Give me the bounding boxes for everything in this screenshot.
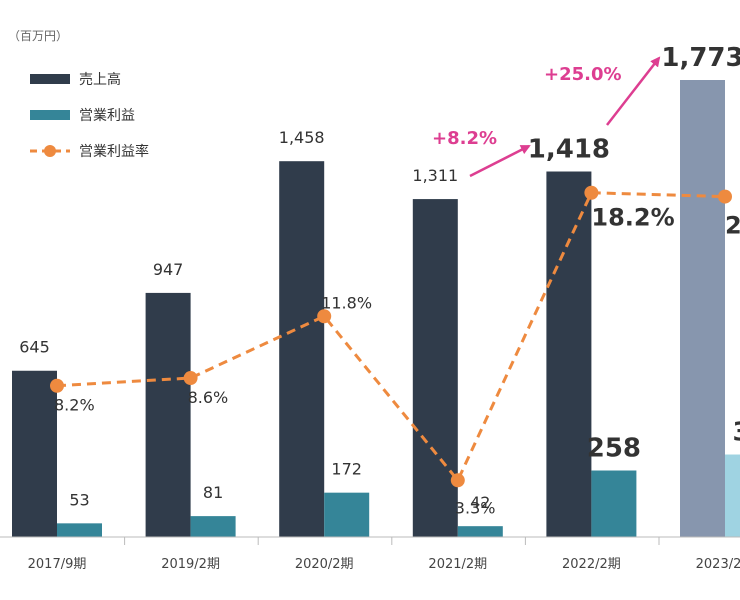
sales-value-label: 947 [153,260,184,279]
sales-bar [680,80,725,537]
margin-value-label: 8.6% [188,388,229,407]
legend-label-margin: 営業利益率 [79,143,149,160]
sales-bar [145,292,191,537]
operating-profit-bar [57,523,102,537]
unit-label: （百万円） [8,29,68,43]
legend: 売上高 営業利益 営業利益率 [30,71,149,160]
operating-profit-value-label: 53 [69,490,89,509]
sales-value-label: 1,311 [412,166,458,185]
margin-value-label: 3.3% [455,498,496,517]
margin-point [317,309,332,324]
growth-arrow-2022 [469,144,531,178]
margin-value-label: 18.2% [591,204,674,232]
operating-profit-bar [457,526,503,537]
margin-value-label: 8.2% [54,396,95,415]
labels-layer: 645 53 947 81 1,458 172 1,311 42 1,418 258 1,773 3 8… [19,43,740,517]
margin-line [56,191,726,484]
operating-profit-value-label: 42 [470,493,490,512]
growth-arrow-2023 [606,56,661,126]
operating-profit-value-label: 258 [587,433,641,463]
x-tick-label: 2023/2期 [696,557,740,572]
operating-profit-value-label: 172 [331,460,362,479]
legend-swatch-sales [30,74,70,84]
margin-point [584,185,599,200]
sales-value-label: 645 [19,338,50,357]
legend-swatch-operating-profit [30,110,70,120]
sales-value-label: 1,418 [528,135,610,165]
legend-label-sales: 売上高 [79,71,121,88]
x-tick-label: 2020/2期 [295,557,354,572]
x-axis-ticks: 2017/9期 2019/2期 2020/2期 2021/2期 2022/2期 2023/… [28,537,740,572]
sales-bar [12,370,57,537]
x-tick-label: 2019/2期 [161,557,220,572]
legend-marker-margin [44,145,56,157]
sales-value-label: 1,458 [279,128,325,147]
operating-profit-bar [725,454,740,537]
operating-profit-bar [190,516,236,537]
margin-point [450,473,465,488]
x-tick-label: 2022/2期 [562,557,621,572]
x-tick-label: 2017/9期 [28,557,87,572]
sales-bar [546,171,592,537]
operating-profit-value-label: 3 [732,418,740,448]
bars-layer [12,80,740,538]
growth-label-2023: +25.0% [544,64,622,85]
sales-bar [279,161,325,538]
margin-value-label: 2 [725,212,740,240]
margin-point [718,189,732,204]
margin-line-layer [50,185,732,488]
operating-profit-value-label: 81 [203,483,223,502]
x-tick-label: 2021/2期 [428,557,487,572]
growth-label-2022: +8.2% [432,128,497,149]
operating-profit-bar [591,470,637,537]
operating-profit-bar [324,492,370,537]
margin-value-label: 11.8% [321,293,372,312]
margin-point [183,371,198,386]
legend-label-operating-profit: 営業利益 [79,108,135,124]
sales-bar [412,199,458,537]
margin-point [50,378,64,393]
sales-value-label: 1,773 [661,43,740,73]
